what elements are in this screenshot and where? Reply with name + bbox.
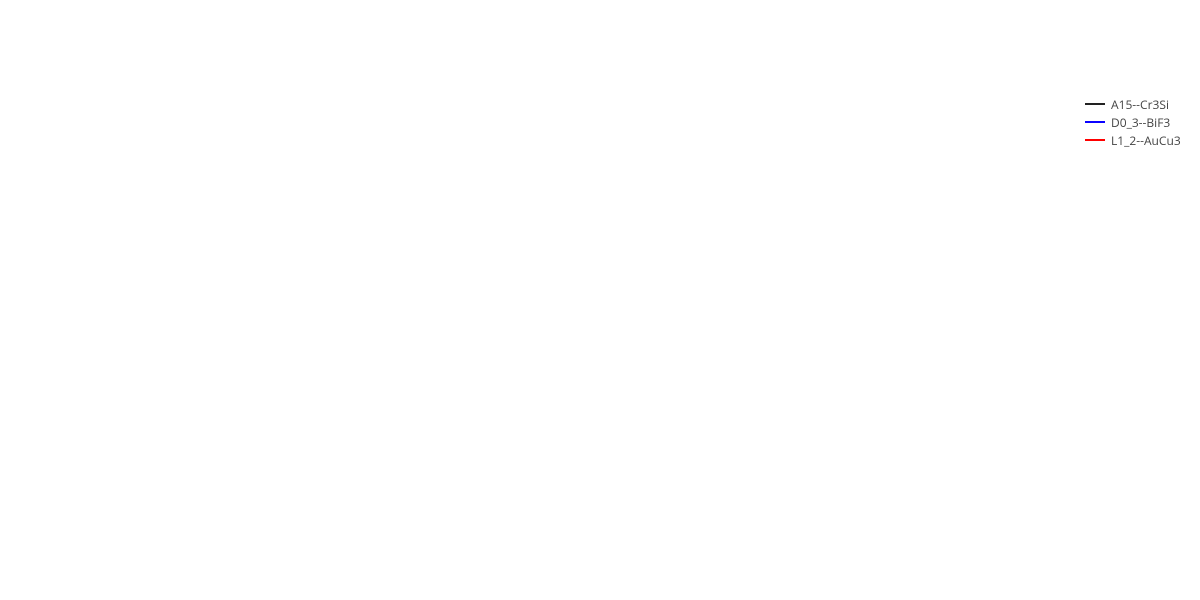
legend-swatch	[1085, 139, 1105, 141]
legend[interactable]: A15--Cr3SiD0_3--BiF3L1_2--AuCu3	[1085, 95, 1181, 149]
legend-item-1[interactable]: D0_3--BiF3	[1085, 113, 1181, 131]
legend-label: L1_2--AuCu3	[1111, 132, 1181, 149]
legend-item-2[interactable]: L1_2--AuCu3	[1085, 131, 1181, 149]
legend-item-0[interactable]: A15--Cr3Si	[1085, 95, 1181, 113]
chart-container: A15--Cr3SiD0_3--BiF3L1_2--AuCu3	[0, 0, 1200, 600]
legend-label: D0_3--BiF3	[1111, 114, 1170, 131]
plot-svg	[0, 0, 1200, 600]
legend-label: A15--Cr3Si	[1111, 96, 1169, 113]
legend-swatch	[1085, 121, 1105, 123]
legend-swatch	[1085, 103, 1105, 105]
